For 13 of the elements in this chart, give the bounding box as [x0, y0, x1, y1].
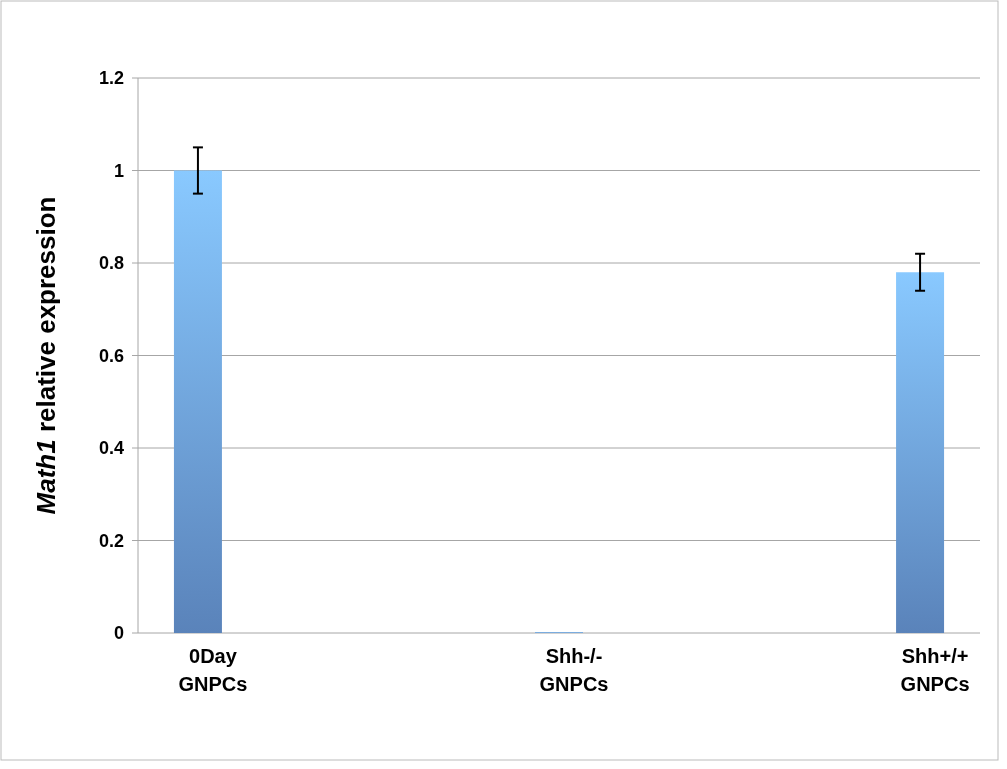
bar: [896, 272, 945, 633]
y-tick-label: 0.4: [98, 438, 124, 459]
bar: [173, 170, 222, 633]
x-tick-label: 0Day GNPCs: [178, 645, 248, 695]
y-tick-label: 1: [113, 160, 124, 181]
y-tick-label: 0.8: [98, 253, 124, 274]
y-tick-label: 1.2: [98, 68, 124, 89]
x-tick-label: Shh-/- GNPCs: [539, 645, 609, 695]
x-tick-label: Shh+/+ GNPCs: [900, 645, 970, 695]
y-axis-title: Math1 relative expression: [31, 196, 61, 515]
y-tick-label: 0: [113, 623, 124, 644]
y-tick-label: 0.6: [98, 345, 124, 366]
y-tick-label: 0.2: [98, 530, 124, 551]
